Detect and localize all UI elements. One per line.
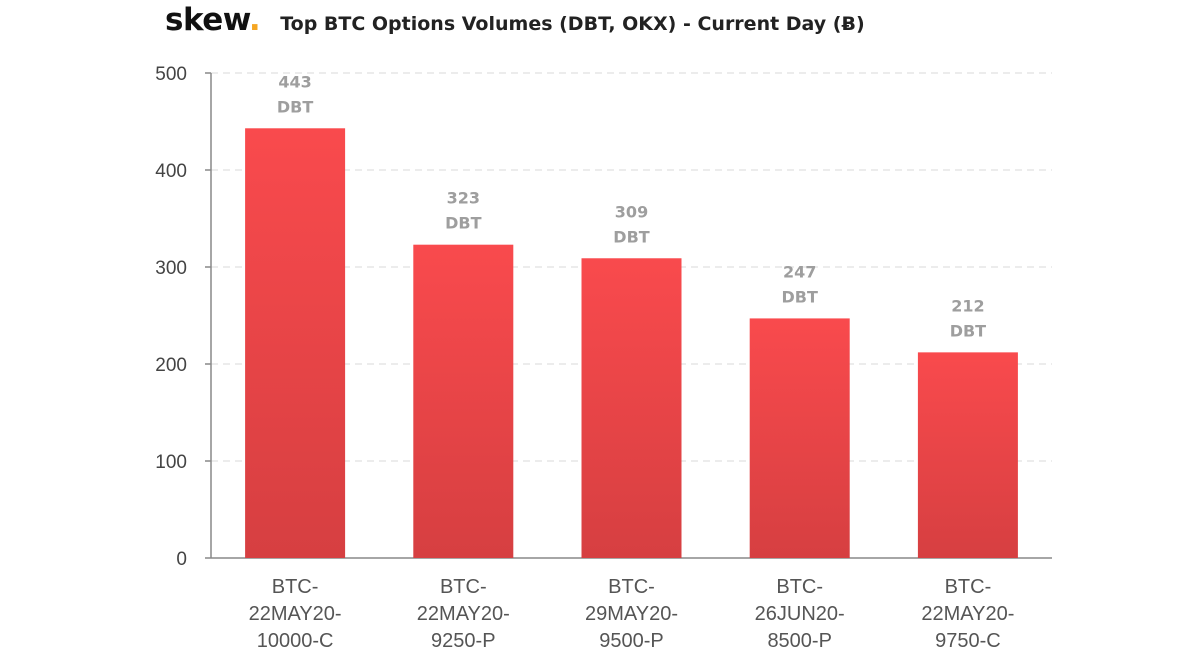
brand-logo: skew. xyxy=(165,2,261,38)
x-tick-label-line: BTC- xyxy=(945,576,992,598)
x-tick-label-line: 26JUN20- xyxy=(755,603,845,625)
chart-title: Top BTC Options Volumes (DBT, OKX) - Cur… xyxy=(280,13,865,35)
x-tick-label-line: BTC- xyxy=(272,576,319,598)
labels: 0 100 200 300 400 500 443 DBT BTC- 22MAY20- 10000-… xyxy=(155,64,1014,652)
x-tick-label-line: 22MAY20- xyxy=(249,603,342,625)
bar xyxy=(581,258,682,558)
bar-unit-label: DBT xyxy=(950,321,986,340)
bar-value-label: 212 xyxy=(951,296,984,315)
bar xyxy=(413,244,514,558)
x-tick-label: BTC- 22MAY20- 9250-P xyxy=(417,576,510,652)
chart-header: skew. Top BTC Options Volumes (DBT, OKX)… xyxy=(165,0,865,48)
bar-unit-label: DBT xyxy=(782,287,818,306)
bar xyxy=(749,318,850,558)
x-tick-label-line: 8500-P xyxy=(767,630,832,652)
x-tick-label-line: 22MAY20- xyxy=(417,603,510,625)
bar xyxy=(245,128,346,559)
bar-unit-label: DBT xyxy=(613,227,649,246)
bar-unit-label: DBT xyxy=(277,97,313,116)
y-tick-label: 400 xyxy=(155,161,187,182)
x-tick-label: BTC- 29MAY20- 9500-P xyxy=(585,576,678,652)
x-tick-label-line: BTC- xyxy=(608,576,655,598)
x-tick-label-line: BTC- xyxy=(776,576,823,598)
x-tick-label: BTC- 26JUN20- 8500-P xyxy=(755,576,845,652)
y-tick-label: 200 xyxy=(155,355,187,376)
brand-logo-dot: . xyxy=(248,2,261,38)
x-tick-label-line: 29MAY20- xyxy=(585,603,678,625)
x-tick-label-line: 10000-C xyxy=(257,630,334,652)
bars xyxy=(245,128,1018,559)
bar xyxy=(917,352,1018,558)
brand-logo-text: skew xyxy=(165,2,249,38)
y-tick-label: 100 xyxy=(155,452,187,473)
x-tick-label-line: 22MAY20- xyxy=(921,603,1014,625)
y-tick-label: 500 xyxy=(155,64,187,85)
x-tick-label-line: 9500-P xyxy=(599,630,664,652)
bar-unit-label: DBT xyxy=(445,214,481,233)
bar-value-label: 309 xyxy=(615,202,648,221)
x-tick-label-line: 9750-C xyxy=(935,630,1001,652)
x-tick-label: BTC- 22MAY20- 10000-C xyxy=(249,576,342,652)
y-tick-label: 0 xyxy=(176,549,187,570)
x-tick-label-line: 9250-P xyxy=(431,630,496,652)
x-tick-label: BTC- 22MAY20- 9750-C xyxy=(921,576,1014,652)
x-tick-label-line: BTC- xyxy=(440,576,487,598)
bar-value-label: 323 xyxy=(447,189,480,208)
y-tick-label: 300 xyxy=(155,258,187,279)
bar-value-label: 247 xyxy=(783,262,816,281)
bar-value-label: 443 xyxy=(278,72,311,91)
